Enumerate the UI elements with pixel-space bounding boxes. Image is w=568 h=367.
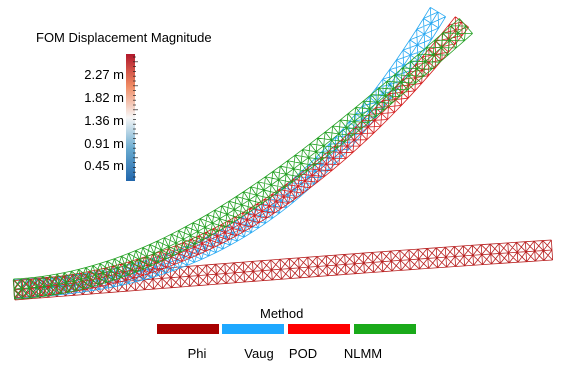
colorbar-gradient — [126, 54, 135, 181]
beam-meshes — [12, 6, 554, 301]
legend-label-pod: POD — [288, 346, 318, 361]
mesh-lines-nlmm — [13, 18, 473, 300]
beam-mesh-vaug — [13, 6, 447, 299]
legend-swatch-vaug — [222, 324, 284, 334]
colorbar-label-2: 1.82 m — [84, 90, 124, 105]
colorbar-title: FOM Displacement Magnitude — [36, 30, 212, 45]
beam-mesh-nlmm — [13, 18, 473, 300]
legend-swatch-pod — [288, 324, 350, 334]
legend-title: Method — [260, 306, 304, 321]
legend-swatch-nlmm — [354, 324, 416, 334]
legend-label-vaug: Vaug — [244, 346, 274, 361]
colorbar-ticks — [133, 56, 138, 178]
colorbar-label-3: 1.36 m — [84, 113, 124, 128]
colorbar-label-1: 2.27 m — [84, 67, 124, 82]
legend-label-nlmm: NLMM — [343, 346, 383, 361]
colorbar-label-5: 0.45 m — [84, 158, 124, 173]
legend-label-phi: Phi — [187, 346, 207, 361]
mesh-lines-vaug — [13, 6, 447, 299]
colorbar-label-4: 0.91 m — [84, 136, 124, 151]
legend-swatch-phi — [157, 324, 219, 334]
